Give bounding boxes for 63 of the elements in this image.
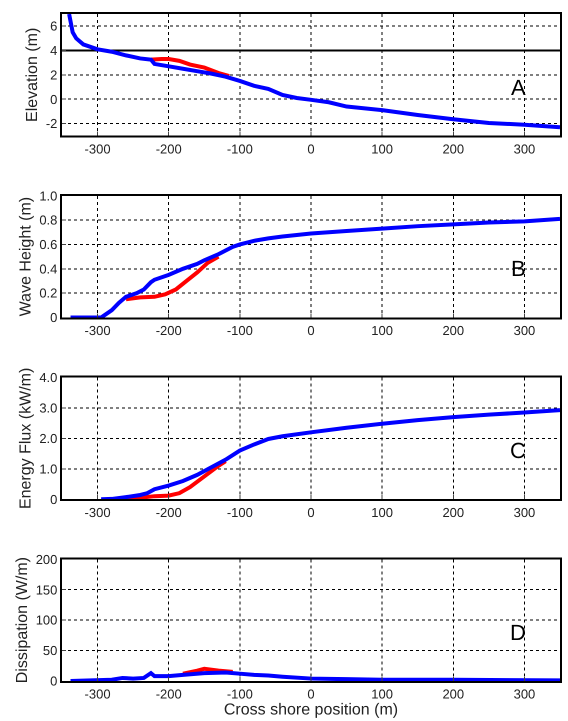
x-tick-label: -100 <box>226 323 253 338</box>
y-tick-label: 0 <box>50 310 58 326</box>
annotation: B <box>511 256 526 281</box>
x-tick-label: -200 <box>156 504 182 520</box>
y-tick-label: 4.0 <box>39 370 58 386</box>
y-tick-label: 200 <box>36 552 58 567</box>
x-tick-label: 200 <box>442 141 464 156</box>
x-tick-label: 100 <box>371 141 393 156</box>
x-tick-label: 0 <box>307 141 315 156</box>
y-tick-label: 2.0 <box>39 430 58 446</box>
y-axis-title: Elevation (m) <box>24 28 42 122</box>
y-tick-label: 0.4 <box>39 261 58 276</box>
x-tick-label: 100 <box>371 686 393 702</box>
y-tick-label: 0 <box>50 674 58 689</box>
x-tick-label: 0 <box>307 686 315 702</box>
x-tick-label: 0 <box>307 504 315 520</box>
y-tick-label: 50 <box>42 643 58 658</box>
x-tick-label: 100 <box>371 323 393 338</box>
y-tick-label: 4 <box>50 43 58 58</box>
x-tick-label: 200 <box>442 323 464 338</box>
x-tick-label: 300 <box>514 323 536 338</box>
y-tick-label: 0.2 <box>39 286 58 301</box>
annotation: A <box>511 75 526 100</box>
x-tick-label: -200 <box>156 323 182 338</box>
line-series <box>68 670 560 681</box>
x-axis-title: Cross shore position (m) <box>224 702 398 719</box>
x-tick-label: -100 <box>226 504 253 520</box>
y-tick-label: 0.8 <box>39 212 58 228</box>
y-tick-label: 1.0 <box>39 461 58 476</box>
y-tick-label: 150 <box>36 582 58 598</box>
x-tick-label: -100 <box>226 686 253 702</box>
x-tick-label: -300 <box>84 323 111 338</box>
line-series <box>67 14 560 130</box>
x-tick-label: 0 <box>307 323 315 338</box>
y-tick-label: 0 <box>50 92 58 107</box>
y-tick-label: 0.6 <box>39 236 58 252</box>
x-tick-label: 300 <box>514 686 536 702</box>
x-tick-label: 200 <box>442 686 464 702</box>
x-tick-label: -300 <box>84 504 111 520</box>
x-tick-label: 300 <box>514 141 536 156</box>
line-series <box>99 408 560 500</box>
y-tick-label: 3.0 <box>39 400 58 416</box>
line-series <box>68 216 560 318</box>
y-tick-label: 2 <box>50 67 58 82</box>
x-tick-label: -200 <box>156 686 182 702</box>
annotation: D <box>510 620 526 645</box>
x-tick-label: -200 <box>156 141 182 156</box>
y-tick-label: -2 <box>46 116 58 132</box>
x-tick-label: -100 <box>226 141 253 156</box>
y-tick-label: 6 <box>50 18 58 34</box>
y-axis-title: Wave Height (m) <box>18 196 35 316</box>
x-tick-label: 100 <box>371 504 393 520</box>
line-series <box>124 254 221 302</box>
x-tick-label: 200 <box>442 504 464 520</box>
y-tick-label: 1.0 <box>39 188 58 204</box>
y-axis-title: Dissipation (W/m) <box>14 557 32 684</box>
annotation: C <box>510 438 526 463</box>
x-tick-label: -300 <box>84 141 111 156</box>
x-tick-label: -300 <box>84 686 111 702</box>
y-tick-label: 100 <box>36 612 58 628</box>
y-tick-label: 0 <box>50 492 58 507</box>
y-axis-title: Energy Flux (kW/m) <box>18 368 35 510</box>
x-tick-label: 300 <box>514 504 536 520</box>
